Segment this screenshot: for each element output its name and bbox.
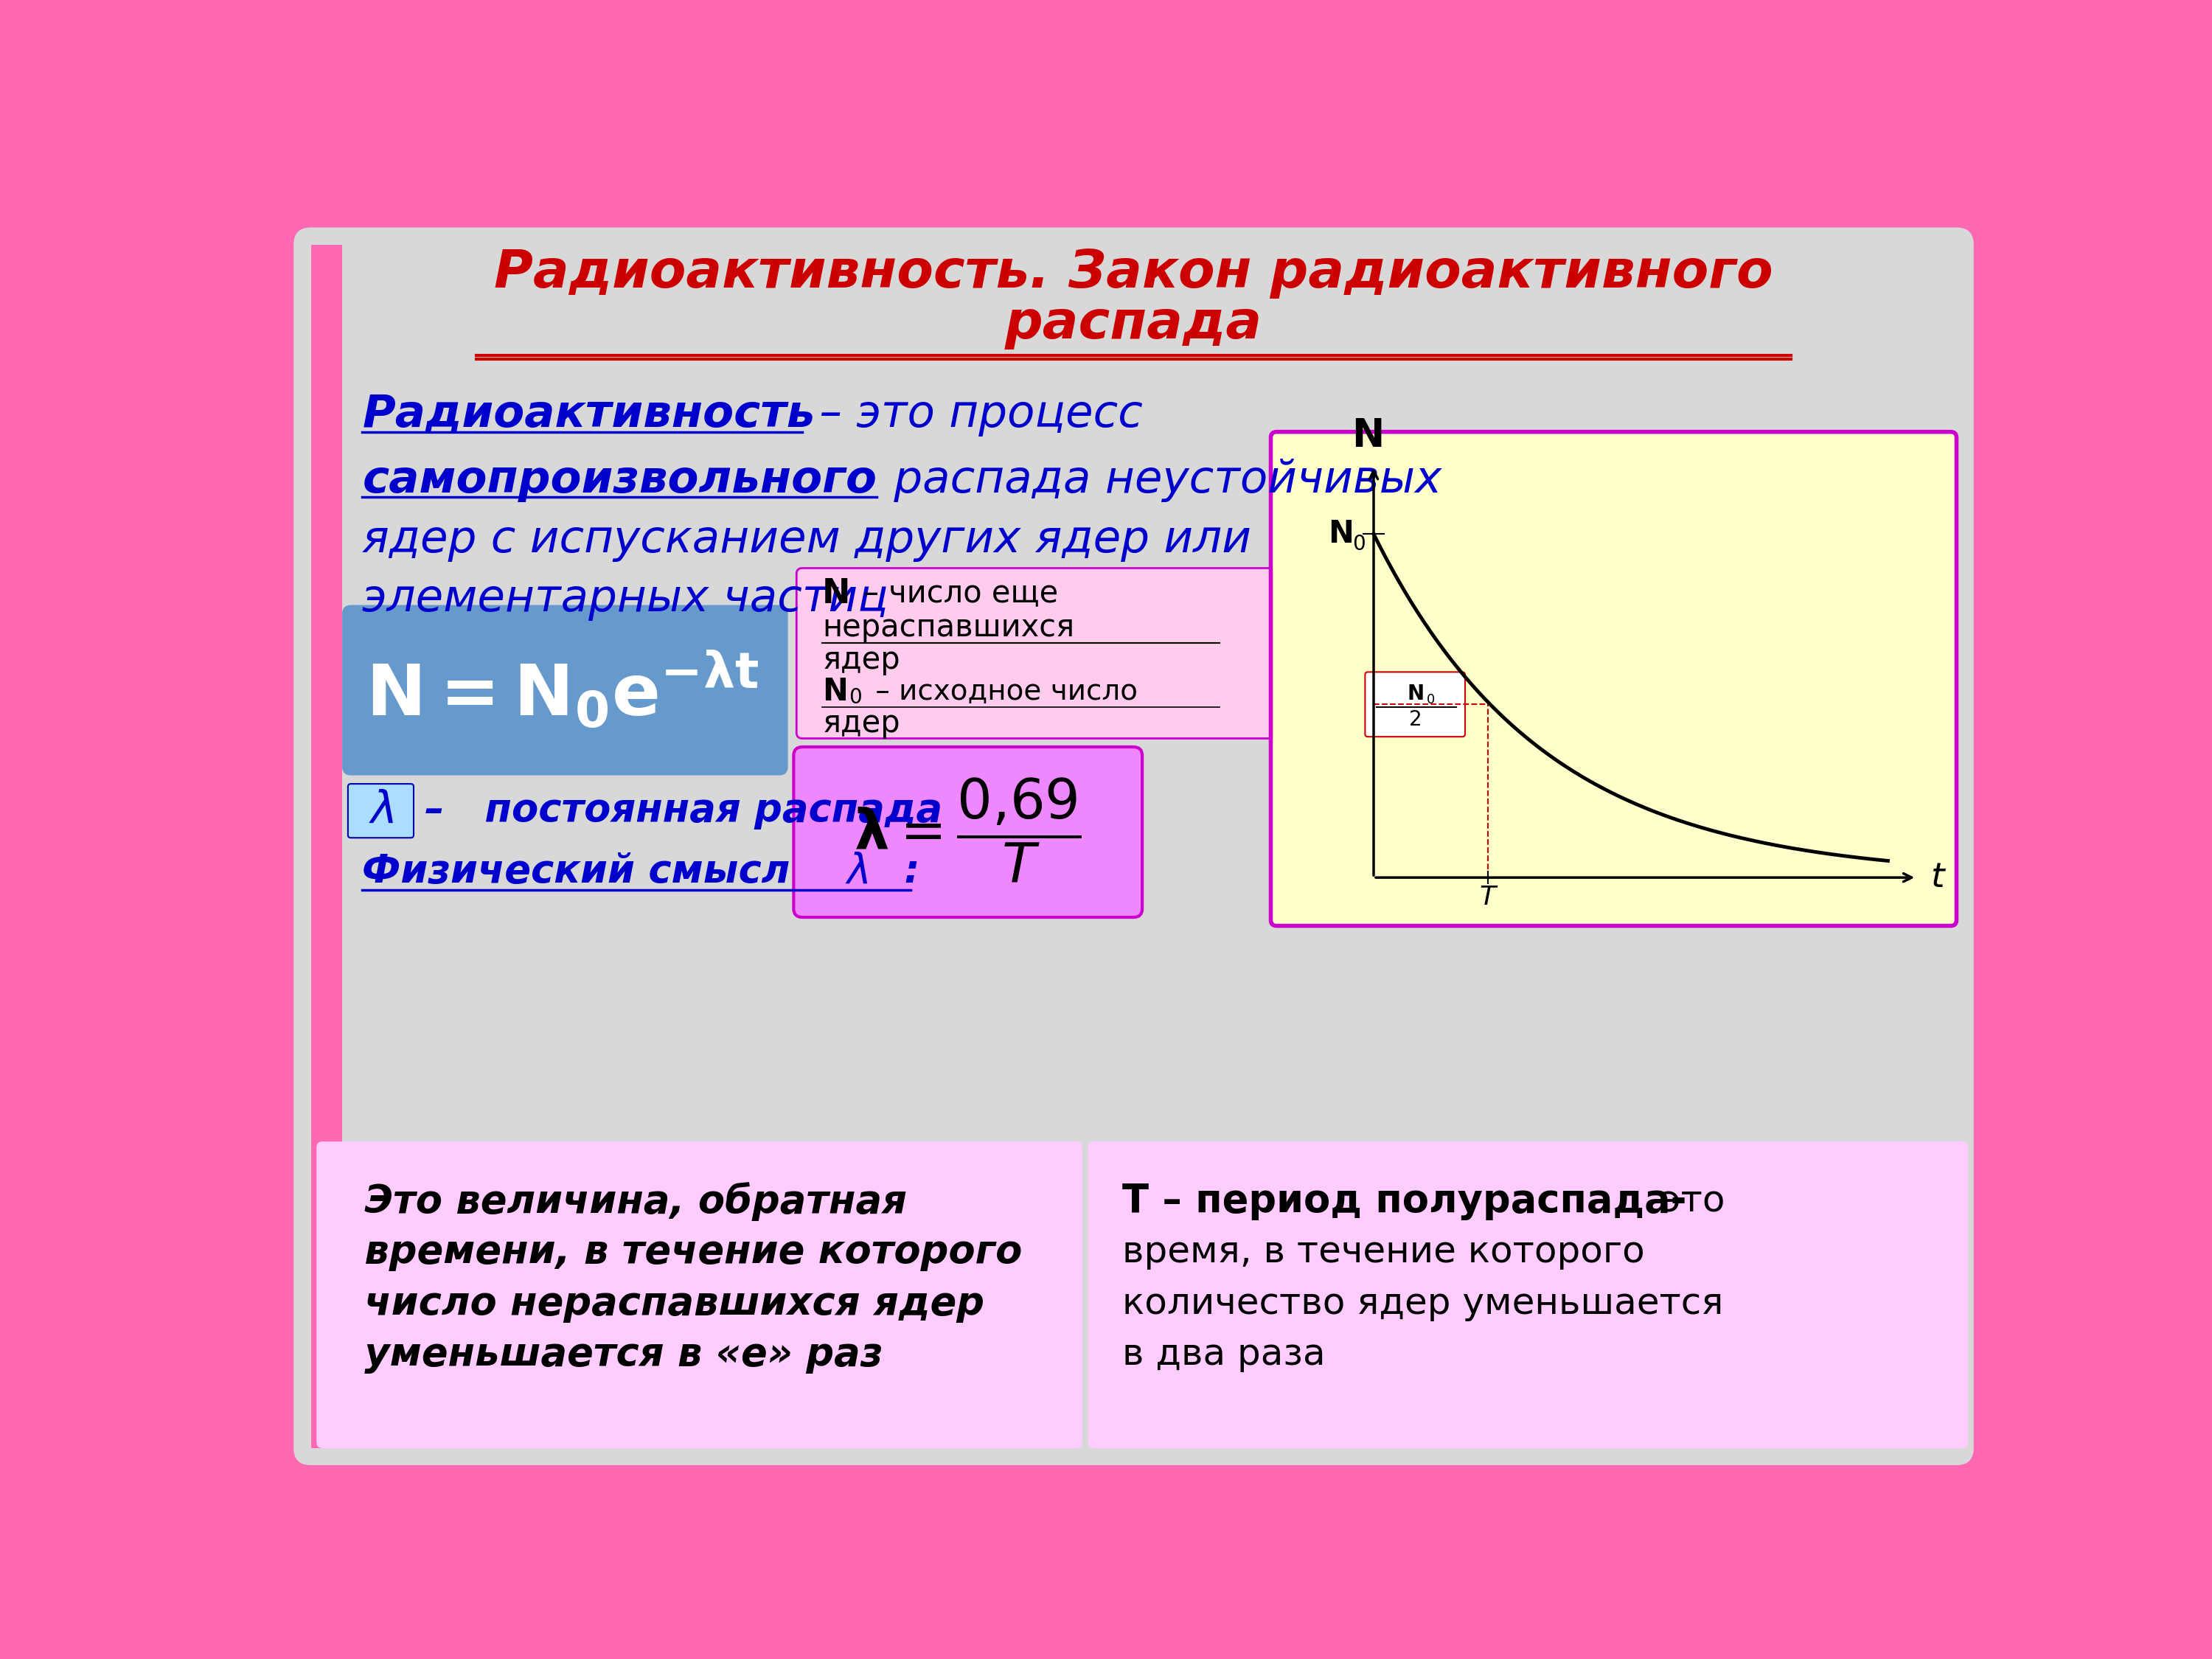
- Text: Это величина, обратная: Это величина, обратная: [352, 1181, 907, 1221]
- Text: число нераспавшихся ядер: число нераспавшихся ядер: [352, 1284, 984, 1322]
- Text: Радиоактивность: Радиоактивность: [363, 393, 816, 436]
- Text: времени, в течение которого: времени, в течение которого: [352, 1233, 1022, 1271]
- Text: ядер: ядер: [823, 645, 900, 675]
- Text: ядер с испусканием других ядер или: ядер с испусканием других ядер или: [363, 518, 1252, 561]
- Text: элементарных частиц: элементарных частиц: [363, 577, 889, 620]
- Text: 2: 2: [1409, 710, 1422, 730]
- Text: – исходное число: – исходное число: [867, 679, 1137, 705]
- Text: N: N: [1327, 519, 1354, 549]
- Text: распада: распада: [1004, 299, 1263, 350]
- Text: $\lambda$: $\lambda$: [369, 788, 394, 833]
- Text: N: N: [823, 577, 852, 611]
- Text: Т – период полураспада-: Т – период полураспада-: [1121, 1181, 1686, 1221]
- Text: в два раза: в два раза: [1121, 1337, 1325, 1372]
- Text: 0: 0: [1352, 534, 1365, 554]
- FancyBboxPatch shape: [343, 606, 787, 775]
- Text: – число еще: – число еще: [854, 579, 1057, 609]
- Text: нераспавшихся: нераспавшихся: [823, 612, 1075, 644]
- Text: ядер: ядер: [823, 708, 900, 738]
- Text: Радиоактивность. Закон радиоактивного: Радиоактивность. Закон радиоактивного: [493, 247, 1774, 299]
- Text: распада неустойчивых: распада неустойчивых: [880, 458, 1442, 503]
- Text: время, в течение которого: время, в течение которого: [1121, 1234, 1646, 1269]
- FancyBboxPatch shape: [347, 783, 414, 838]
- Bar: [310, 244, 343, 1448]
- Text: самопроизвольного: самопроизвольного: [363, 458, 876, 503]
- FancyBboxPatch shape: [1365, 672, 1464, 737]
- Text: N: N: [823, 677, 847, 707]
- Text: количество ядер уменьшается: количество ядер уменьшается: [1121, 1286, 1723, 1321]
- Text: T: T: [1480, 884, 1495, 909]
- Text: Физический смысл: Физический смысл: [363, 853, 790, 891]
- Text: N: N: [1352, 416, 1385, 455]
- Text: $\boldsymbol{\lambda} = \dfrac{0{,}69}{T}$: $\boldsymbol{\lambda} = \dfrac{0{,}69}{T…: [854, 776, 1082, 884]
- Text: 0: 0: [849, 687, 863, 708]
- Text: 0: 0: [1427, 693, 1436, 707]
- Text: $\mathbf{N = N_0 e^{-\lambda t}}$: $\mathbf{N = N_0 e^{-\lambda t}}$: [365, 649, 759, 732]
- Text: t: t: [1931, 861, 1944, 894]
- FancyBboxPatch shape: [796, 567, 1276, 738]
- FancyBboxPatch shape: [316, 1141, 1082, 1448]
- Text: $\lambda$: $\lambda$: [845, 853, 867, 893]
- Text: уменьшается в «е» раз: уменьшается в «е» раз: [352, 1335, 883, 1374]
- FancyBboxPatch shape: [1270, 431, 1955, 926]
- FancyBboxPatch shape: [794, 747, 1141, 917]
- Text: :: :: [891, 853, 920, 891]
- Text: N: N: [1407, 684, 1425, 705]
- FancyBboxPatch shape: [1088, 1141, 1969, 1448]
- FancyBboxPatch shape: [294, 227, 1973, 1465]
- Text: это: это: [1121, 1183, 1725, 1219]
- Text: –   постоянная распада: – постоянная распада: [425, 791, 942, 830]
- FancyBboxPatch shape: [825, 846, 887, 898]
- Text: – это процесс: – это процесс: [805, 393, 1144, 436]
